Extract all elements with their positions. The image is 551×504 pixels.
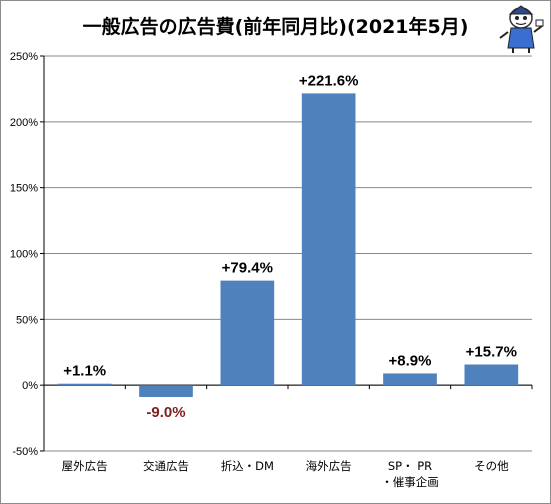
category-label: SP・ PR (388, 459, 432, 473)
bar (220, 280, 275, 386)
data-label: +221.6% (299, 72, 359, 89)
mascot-illustration (499, 5, 544, 53)
data-label: +79.4% (222, 260, 273, 277)
y-tick-label: 0% (22, 380, 38, 392)
category-label: その他 (474, 459, 509, 473)
category-label: ・催事企画 (381, 475, 439, 489)
y-tick-label: 200% (10, 117, 38, 129)
data-label: +1.1% (63, 363, 106, 380)
category-label: 屋外広告 (62, 459, 108, 473)
category-label: 折込・DM (221, 459, 274, 473)
bars (57, 93, 519, 398)
category-label: 海外広告 (306, 459, 352, 473)
data-label: -9.0% (146, 404, 185, 421)
bar (139, 385, 193, 398)
y-tick-label: -50% (12, 446, 38, 458)
y-tick-label: 250% (10, 51, 38, 63)
y-axis-ticks: -50% 0% 50% 100% 150% 200% 250% (10, 51, 38, 458)
y-tick-label: 150% (10, 183, 38, 195)
data-label: +8.9% (389, 352, 432, 369)
category-label: 交通広告 (143, 459, 189, 473)
x-axis-categories: 屋外広告 交通広告 折込・DM 海外広告 SP・ PR ・催事企画 その他 (62, 459, 509, 489)
data-label: +15.7% (466, 343, 517, 360)
y-tick-label: 50% (16, 314, 38, 326)
chart-title: 一般広告の広告費(前年同月比)(2021年5月) (82, 16, 469, 38)
y-tick-label: 100% (10, 249, 38, 261)
data-labels: +1.1% -9.0% +79.4% +221.6% +8.9% +15.7% (63, 72, 517, 421)
bar (57, 383, 112, 386)
bar (464, 364, 519, 386)
bar (383, 373, 437, 386)
bar (301, 93, 356, 386)
gridlines (40, 55, 533, 452)
